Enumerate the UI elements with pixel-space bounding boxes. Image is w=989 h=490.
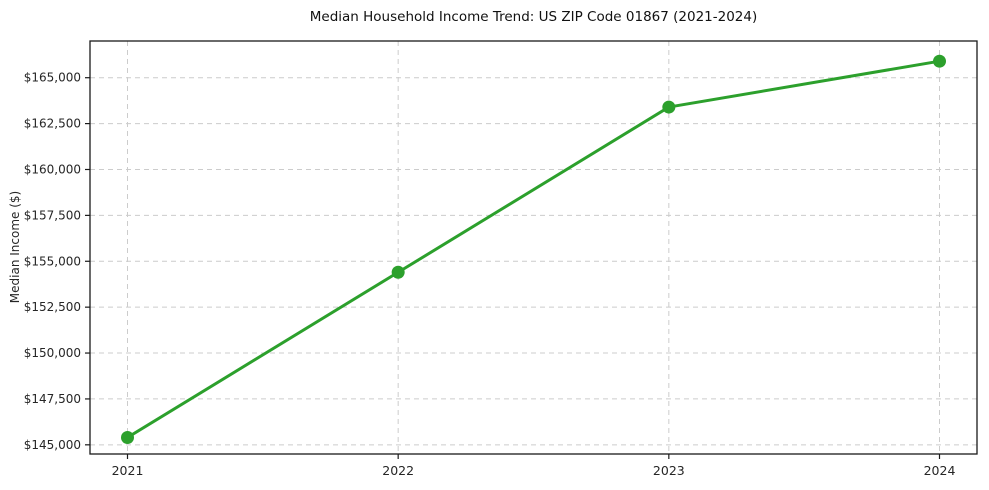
y-tick-label: $152,500 bbox=[24, 300, 81, 314]
data-point bbox=[933, 54, 946, 68]
x-tick-label: 2022 bbox=[382, 463, 414, 478]
y-tick-label: $147,500 bbox=[24, 392, 81, 406]
y-tick-label: $150,000 bbox=[24, 346, 81, 360]
chart-title: Median Household Income Trend: US ZIP Co… bbox=[309, 9, 758, 25]
x-tick-label: 2023 bbox=[653, 463, 685, 478]
y-tick-label: $157,500 bbox=[24, 208, 81, 222]
data-point bbox=[121, 430, 134, 444]
plot-border bbox=[89, 40, 978, 455]
y-tick-label: $145,000 bbox=[24, 438, 81, 452]
data-point bbox=[662, 100, 676, 114]
y-tick-label: $165,000 bbox=[24, 71, 81, 85]
y-tick-label: $162,500 bbox=[24, 117, 81, 131]
trend-line bbox=[126, 59, 941, 439]
y-tick-label: $155,000 bbox=[24, 254, 81, 268]
x-tick-label: 2024 bbox=[924, 463, 956, 478]
x-tick-label: 2021 bbox=[112, 463, 144, 478]
data-point bbox=[391, 265, 405, 279]
y-tick-label: $160,000 bbox=[24, 162, 81, 176]
